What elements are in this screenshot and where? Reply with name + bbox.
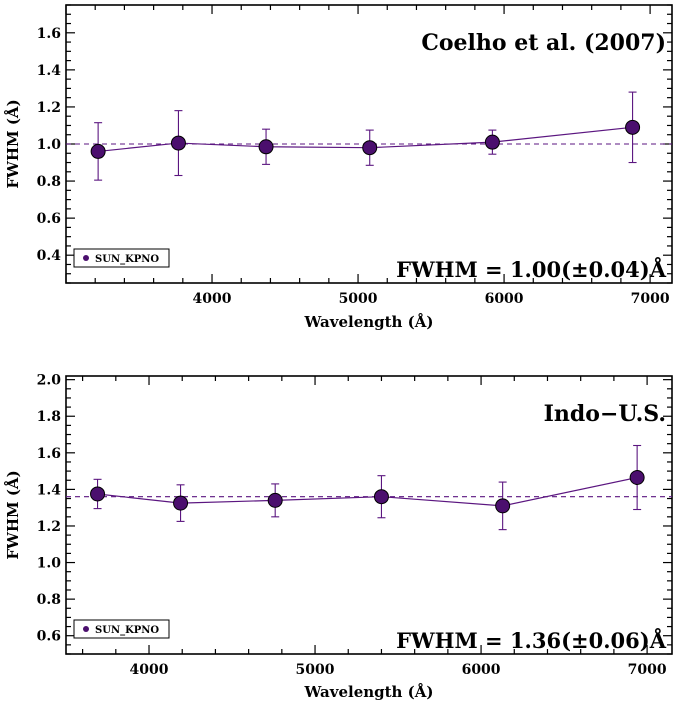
x-tick-label: 6000 bbox=[462, 662, 501, 678]
legend-marker bbox=[83, 626, 89, 632]
data-point bbox=[484, 134, 500, 150]
fwhm-annotation: FWHM = 1.00(±0.04)Å bbox=[396, 257, 667, 282]
chart-panel-1: 4000 5000 6000 7000 0.4 0.6 0.8 1.0 1.2 1.4 1.6 Wav… bbox=[4, 4, 673, 331]
x-tick-label: 7000 bbox=[631, 291, 670, 307]
data-point bbox=[90, 486, 106, 502]
y-tick-label: 0.8 bbox=[37, 174, 61, 190]
x-tick-label: 7000 bbox=[628, 662, 667, 678]
x-axis-label: Wavelength (Å) bbox=[303, 313, 433, 331]
y-tick-label: 1.6 bbox=[37, 446, 61, 462]
y-tick-label: 0.6 bbox=[37, 629, 61, 645]
data-point bbox=[170, 135, 186, 151]
x-axis-label: Wavelength (Å) bbox=[303, 683, 433, 701]
legend: SUN_KPNO bbox=[73, 619, 170, 639]
data-point bbox=[373, 489, 389, 505]
data-point bbox=[267, 492, 283, 508]
series-line bbox=[97, 476, 638, 507]
chart-panel-2: 4000 5000 6000 7000 0.6 0.8 1.0 1.2 1.4 1.6 1.8 2.0… bbox=[4, 373, 673, 701]
legend: SUN_KPNO bbox=[73, 248, 170, 268]
panel-title: Coelho et al. (2007) bbox=[421, 30, 666, 56]
data-point bbox=[90, 143, 106, 159]
y-tick-label: 1.0 bbox=[37, 137, 62, 153]
y-tick-label: 1.2 bbox=[37, 100, 61, 116]
y-tick-label: 1.4 bbox=[37, 482, 62, 498]
x-tick-label: 5000 bbox=[339, 291, 378, 307]
data-point bbox=[258, 139, 274, 155]
data-point bbox=[362, 140, 378, 156]
y-tick-label: 0.8 bbox=[37, 592, 61, 608]
data-point bbox=[625, 119, 641, 135]
plot-frame bbox=[65, 375, 673, 655]
legend-box bbox=[73, 248, 170, 268]
y-tick-label: 1.0 bbox=[37, 556, 62, 572]
y-tick-label: 1.8 bbox=[37, 409, 61, 425]
series-line bbox=[98, 126, 633, 153]
legend-label: SUN_KPNO bbox=[95, 625, 159, 636]
data-point bbox=[495, 498, 511, 514]
data-point bbox=[173, 495, 189, 511]
y-tick-label: 0.6 bbox=[37, 211, 61, 227]
data-point bbox=[629, 470, 645, 486]
y-axis-label: FWHM (Å) bbox=[4, 470, 22, 559]
y-axis-label: FWHM (Å) bbox=[4, 99, 22, 188]
x-tick-label: 4000 bbox=[130, 662, 169, 678]
legend-box bbox=[73, 619, 170, 639]
panel-title: Indo−U.S. bbox=[544, 401, 666, 427]
legend-marker bbox=[83, 255, 89, 261]
y-tick-label: 1.4 bbox=[37, 63, 62, 79]
x-tick-label: 4000 bbox=[193, 291, 232, 307]
x-tick-label: 5000 bbox=[296, 662, 335, 678]
y-tick-label: 1.2 bbox=[37, 519, 61, 535]
legend-label: SUN_KPNO bbox=[95, 254, 159, 265]
y-tick-label: 0.4 bbox=[37, 248, 62, 264]
fwhm-annotation: FWHM = 1.36(±0.06)Å bbox=[396, 628, 667, 653]
y-tick-label: 1.6 bbox=[37, 26, 61, 42]
x-tick-label: 6000 bbox=[485, 291, 524, 307]
y-tick-label: 2.0 bbox=[37, 373, 62, 389]
